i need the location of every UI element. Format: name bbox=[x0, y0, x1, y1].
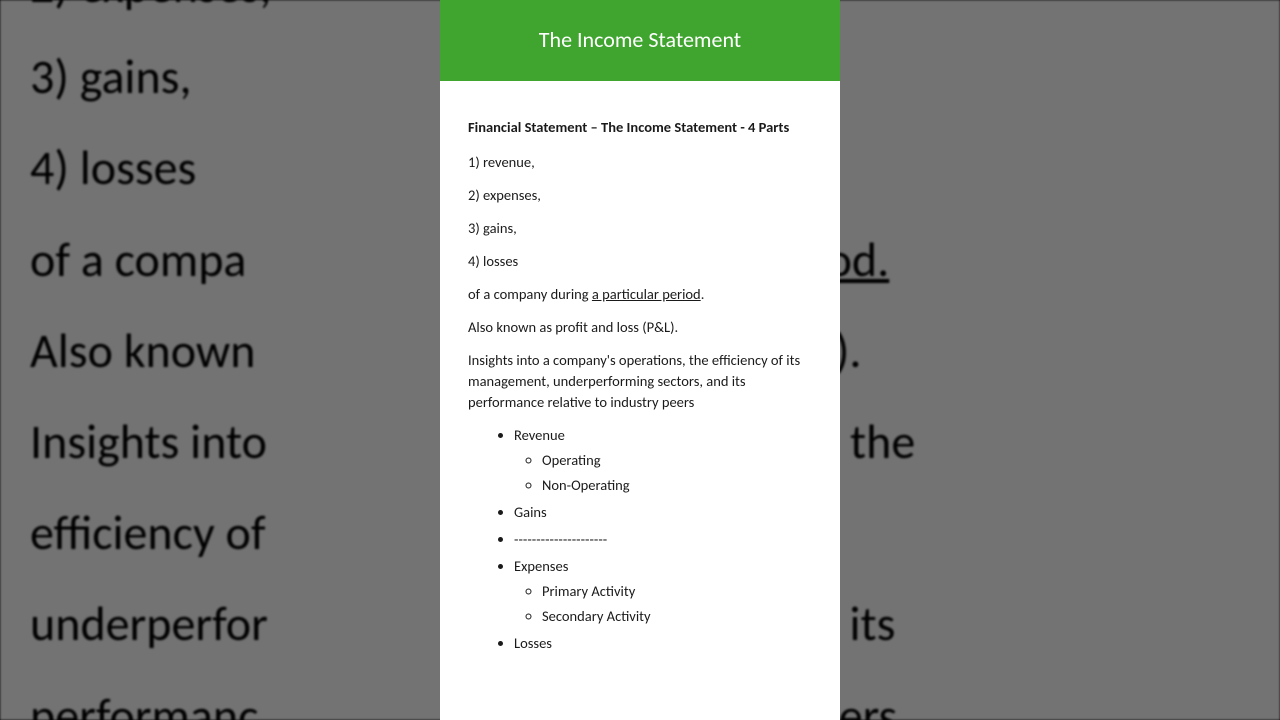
expenses-sublist: Primary Activity Secondary Activity bbox=[542, 581, 812, 627]
list-item-2: 2) expenses, bbox=[468, 185, 812, 206]
period-underlined: a particular period bbox=[592, 285, 701, 303]
period-post: . bbox=[701, 285, 705, 303]
revenue-sublist: Operating Non-Operating bbox=[542, 450, 812, 496]
expenses-sub-secondary: Secondary Activity bbox=[542, 606, 812, 627]
period-line: of a company during a particular period. bbox=[468, 284, 812, 305]
expenses-sub-primary: Primary Activity bbox=[542, 581, 812, 602]
list-item-4: 4) losses bbox=[468, 251, 812, 272]
card-header: The Income Statement bbox=[440, 0, 840, 81]
card-body: Financial Statement – The Income Stateme… bbox=[440, 81, 840, 660]
bullet-expenses-label: Expenses bbox=[514, 557, 568, 575]
list-item-1: 1) revenue, bbox=[468, 152, 812, 173]
bullet-losses: Losses bbox=[514, 633, 812, 654]
center-card: The Income Statement Financial Statement… bbox=[440, 0, 840, 720]
stage: 2) expenses, 3) gains, 4) losses of a co… bbox=[0, 0, 1280, 720]
insights-line: Insights into a company's operations, th… bbox=[468, 350, 812, 413]
bullet-revenue: Revenue Operating Non-Operating bbox=[514, 425, 812, 496]
list-item-3: 3) gains, bbox=[468, 218, 812, 239]
bullet-expenses: Expenses Primary Activity Secondary Acti… bbox=[514, 556, 812, 627]
card-header-title: The Income Statement bbox=[539, 26, 741, 53]
revenue-sub-nonoperating: Non-Operating bbox=[542, 475, 812, 496]
bullet-revenue-label: Revenue bbox=[514, 426, 565, 444]
aka-line: Also known as profit and loss (P&L). bbox=[468, 317, 812, 338]
bullet-list: Revenue Operating Non-Operating Gains --… bbox=[514, 425, 812, 654]
body-title: Financial Statement – The Income Stateme… bbox=[468, 117, 812, 138]
period-pre: of a company during bbox=[468, 285, 592, 303]
bullet-gains: Gains bbox=[514, 502, 812, 523]
revenue-sub-operating: Operating bbox=[542, 450, 812, 471]
bullet-separator: --------------------- bbox=[514, 529, 812, 550]
